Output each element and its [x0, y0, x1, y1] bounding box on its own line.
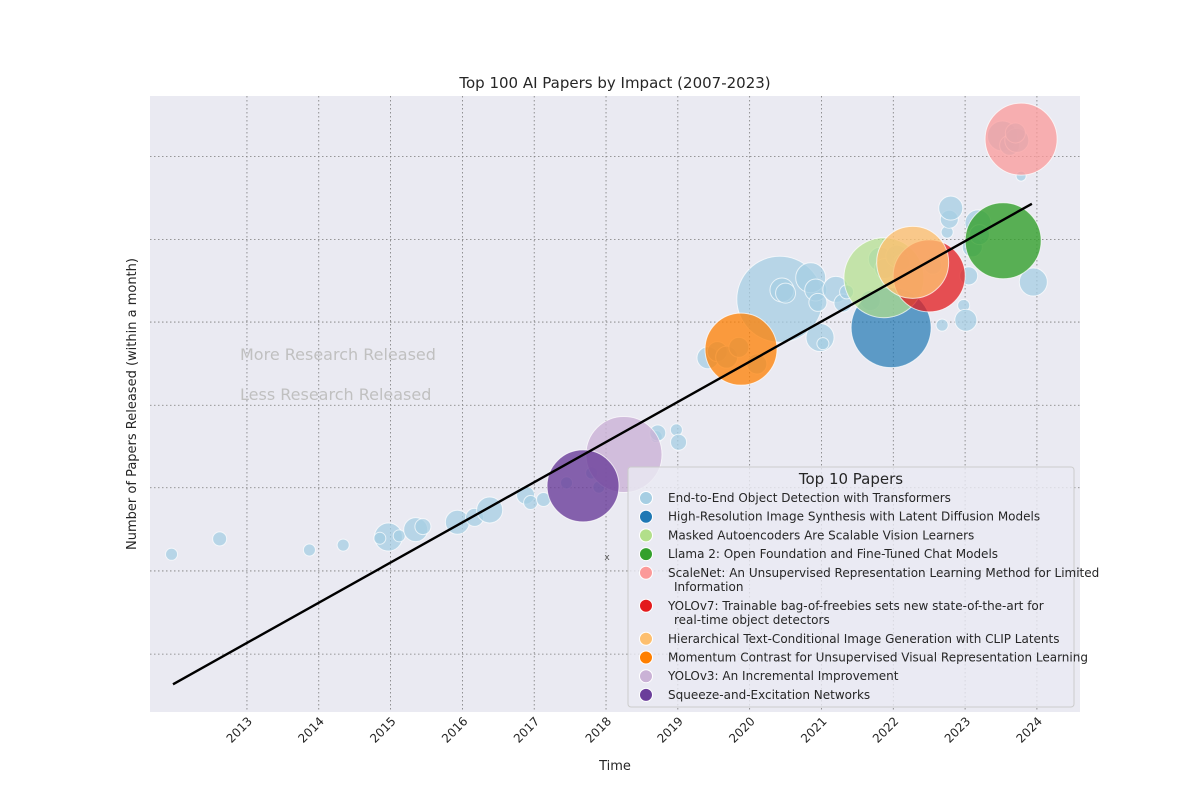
y-axis-label: Number of Papers Released (within a mont…: [125, 258, 140, 550]
legend-title: Top 10 Papers: [798, 470, 903, 488]
x-tick-label: 2016: [439, 714, 470, 745]
legend-label: Squeeze-and-Excitation Networks: [668, 688, 870, 702]
legend-label: High-Resolution Image Synthesis with Lat…: [668, 510, 1040, 524]
bubble-point: [816, 337, 830, 351]
bubble-point: [935, 318, 949, 332]
bubble-point: [414, 518, 432, 536]
legend: Top 10 Papers End-to-End Object Detectio…: [627, 466, 1099, 708]
legend-label-cont: real-time object detectors: [674, 613, 830, 627]
x-axis-label: Time: [598, 759, 631, 774]
bubble-point: [984, 102, 1058, 176]
trend-line-path: [172, 202, 1033, 686]
bubble-point: [876, 225, 950, 299]
legend-marker: [639, 509, 653, 524]
x-ticks: 2013 2014 2015 2016 2017 2018 2019 2020 2021 2022…: [224, 714, 1045, 745]
bubble-point: [964, 202, 1042, 280]
legend-marker: [639, 491, 653, 505]
legend-marker: [639, 528, 653, 543]
legend-label: Hierarchical Text-Conditional Image Gene…: [668, 632, 1059, 646]
bubble-point: [954, 308, 978, 332]
legend-marker: [639, 650, 653, 665]
legend-label: Llama 2: Open Foundation and Fine-Tuned …: [668, 547, 998, 561]
trend-line: [172, 202, 1033, 686]
legend-label-cont: Information: [674, 580, 743, 594]
x-tick-label: 2015: [367, 714, 398, 745]
legend-marker: [639, 598, 653, 613]
legend-label: YOLOv3: An Incremental Improvement: [667, 669, 899, 683]
legend-label: Masked Autoencoders Are Scalable Vision …: [668, 528, 974, 542]
bubble-point: [546, 449, 620, 523]
x-tick-label: 2018: [583, 714, 614, 745]
bubble-point: [938, 195, 964, 221]
x-tick-label: 2022: [870, 714, 901, 745]
chart-title: Top 100 AI Papers by Impact (2007-2023): [458, 74, 770, 92]
x-tick-label: 2019: [654, 714, 685, 745]
legend-label: YOLOv7: Trainable bag-of-freebies sets n…: [667, 599, 1044, 613]
x-tick-label: 2014: [295, 714, 326, 745]
bubble-point: [704, 312, 778, 386]
annotation-less: Less Research Released: [240, 385, 431, 404]
legend-marker: [639, 547, 653, 562]
bubble-point: [1018, 267, 1048, 297]
x-marker: x: [604, 553, 610, 563]
legend-marker: [639, 687, 653, 702]
bubble-point: [523, 495, 539, 511]
bubble-point: [302, 543, 316, 557]
x-tick-label: 2013: [224, 714, 255, 745]
legend-items: End-to-End Object Detection with Transfo…: [639, 491, 1099, 702]
x-tick-label: 2024: [1014, 714, 1045, 745]
x-tick-label: 2017: [511, 714, 542, 745]
x-tick-label: 2020: [726, 714, 757, 745]
legend-label: ScaleNet: An Unsupervised Representation…: [668, 566, 1099, 580]
bubble-point: [212, 531, 228, 547]
bubble-point: [670, 433, 688, 451]
x-tick-label: 2023: [942, 714, 973, 745]
x-tick-label: 2021: [798, 714, 829, 745]
legend-label: End-to-End Object Detection with Transfo…: [668, 491, 951, 505]
legend-marker: [639, 669, 653, 684]
bubble-point: [336, 538, 350, 552]
legend-marker: [639, 565, 653, 580]
bubble-point: [165, 547, 179, 561]
bubble-point: [808, 292, 828, 312]
legend-box: [627, 466, 1075, 708]
bubble-point: [373, 531, 387, 545]
legend-marker: [639, 631, 653, 646]
legend-label: Momentum Contrast for Unsupervised Visua…: [668, 651, 1088, 665]
bubble-point: [775, 282, 797, 304]
annotation-more: More Research Released: [240, 345, 436, 364]
